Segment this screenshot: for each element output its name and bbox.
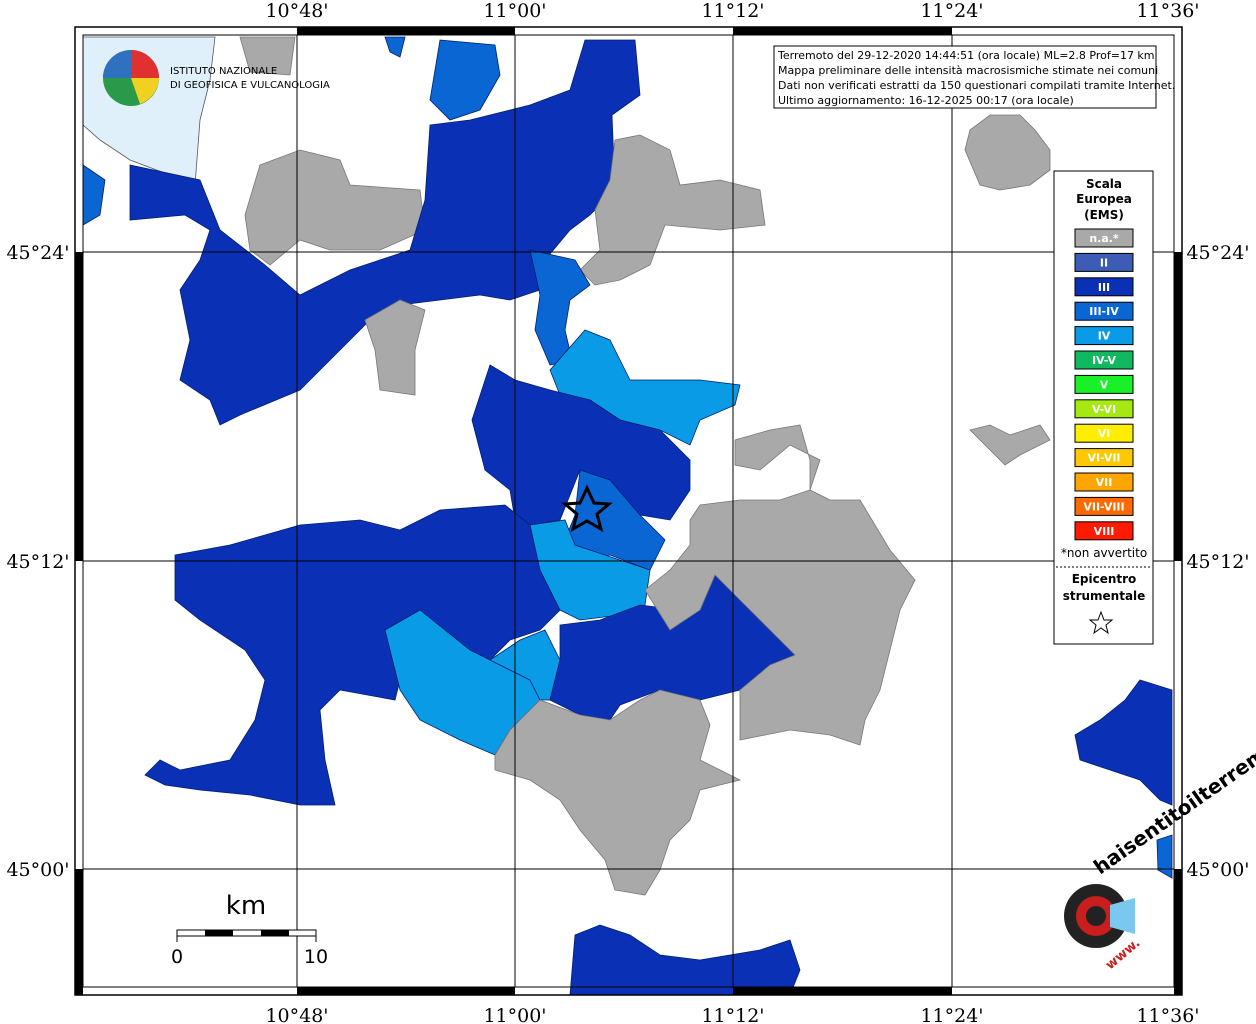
legend-title: Europea: [1076, 192, 1132, 206]
region: [969, 424, 1051, 466]
logo-text: ISTITUTO NAZIONALE: [170, 66, 277, 77]
region: [244, 149, 426, 266]
info-line: Terremoto del 29-12-2020 14:44:51 (ora l…: [777, 49, 1155, 62]
scale-label: 0: [171, 946, 183, 968]
legend-swatch: [1074, 326, 1134, 346]
legend-label: VI: [1098, 427, 1111, 440]
legend-swatch: [1074, 301, 1134, 321]
frame: [74, 26, 1183, 996]
legend-label: IV-V: [1092, 354, 1117, 367]
lon-label: 11°00': [483, 0, 546, 22]
lon-label: 11°36': [1136, 1005, 1199, 1024]
region: [1074, 679, 1173, 806]
legend-epicenter: strumentale: [1063, 589, 1146, 603]
region: [429, 39, 501, 121]
lat-label: 45°24': [1186, 242, 1249, 264]
region: [129, 39, 641, 426]
legend-swatch: [1074, 448, 1134, 468]
lon-label: 10°48': [265, 1005, 328, 1024]
lon-label: 10°48': [265, 0, 328, 22]
lat-label: 45°00': [1186, 859, 1249, 881]
legend-note: *non avvertito: [1061, 546, 1147, 560]
legend-swatch: [1074, 423, 1134, 443]
lat-label: 45°12': [6, 551, 69, 573]
legend-label: VII: [1096, 476, 1113, 489]
region: [579, 134, 766, 286]
legend-swatch: [1074, 472, 1134, 492]
region: [364, 299, 426, 396]
region: [644, 424, 916, 746]
legend-star: [1088, 610, 1114, 635]
lon-label: 11°12': [701, 0, 764, 22]
region: [384, 36, 406, 58]
legend-swatch: [1074, 496, 1134, 516]
region: [494, 689, 742, 896]
lon-label: 11°24': [920, 1005, 983, 1024]
legend-label: n.a.*: [1089, 232, 1119, 245]
info-box: Terremoto del 29-12-2020 14:44:51 (ora l…: [773, 45, 1175, 109]
legend-swatch: [1074, 277, 1134, 297]
axis-labels: 10°48' 10°48' 11°00' 11°00' 11°12' 11°12' 11°2…: [6, 0, 1249, 1024]
legend-swatch: [1074, 374, 1134, 394]
legend-title: (EMS): [1084, 208, 1124, 222]
legend-epicenter: Epicentro: [1072, 572, 1137, 586]
info-line: Dati non verificati estratti da 150 ques…: [778, 79, 1175, 92]
legend-label: V: [1100, 378, 1109, 391]
region: [964, 114, 1051, 191]
legend-label: III: [1098, 281, 1110, 294]
scale-label: 10: [304, 946, 328, 968]
legend-label: III-IV: [1089, 305, 1119, 318]
lon-label: 11°12': [701, 1005, 764, 1024]
regions: [82, 36, 1173, 996]
legend-label: V-VI: [1092, 403, 1116, 416]
scale-unit: km: [226, 891, 266, 921]
lon-label: 11°24': [920, 0, 983, 22]
lon-label: 11°00': [483, 1005, 546, 1024]
info-line: Mappa preliminare delle intensità macros…: [778, 64, 1158, 77]
lat-label: 45°12': [1186, 551, 1249, 573]
lat-label: 45°00': [6, 859, 69, 881]
legend-title: Scala: [1086, 177, 1122, 191]
legend-swatch: [1074, 399, 1134, 419]
epicenter: [561, 484, 613, 533]
logo: ISTITUTO NAZIONALE DI GEOFISICA E VULCAN…: [103, 50, 330, 106]
scale-bar: km 0 10: [171, 891, 328, 968]
legend-label: VII-VIII: [1083, 500, 1124, 513]
legend-swatch: [1074, 521, 1134, 541]
legend: Scala Europea (EMS) *non avvertito Epice…: [1053, 170, 1154, 645]
graticule: [83, 35, 1174, 987]
region: [239, 36, 296, 76]
legend-label: VIII: [1094, 525, 1115, 538]
region: [144, 504, 561, 806]
legend-swatch: [1074, 228, 1134, 248]
legend-label: IV: [1098, 330, 1111, 343]
legend-swatch: [1074, 350, 1134, 370]
legend-label: VI-VII: [1087, 452, 1120, 465]
legend-label: II: [1100, 256, 1108, 269]
region: [1156, 834, 1173, 879]
info-line: Ultimo aggiornamento: 16-12-2025 00:17 (…: [778, 94, 1074, 107]
region: [529, 249, 591, 366]
lon-label: 11°36': [1136, 0, 1199, 22]
logo-text: DI GEOFISICA E VULCANOLOGIA: [170, 80, 330, 91]
lat-label: 45°24': [6, 242, 69, 264]
legend-swatch: [1074, 252, 1134, 272]
